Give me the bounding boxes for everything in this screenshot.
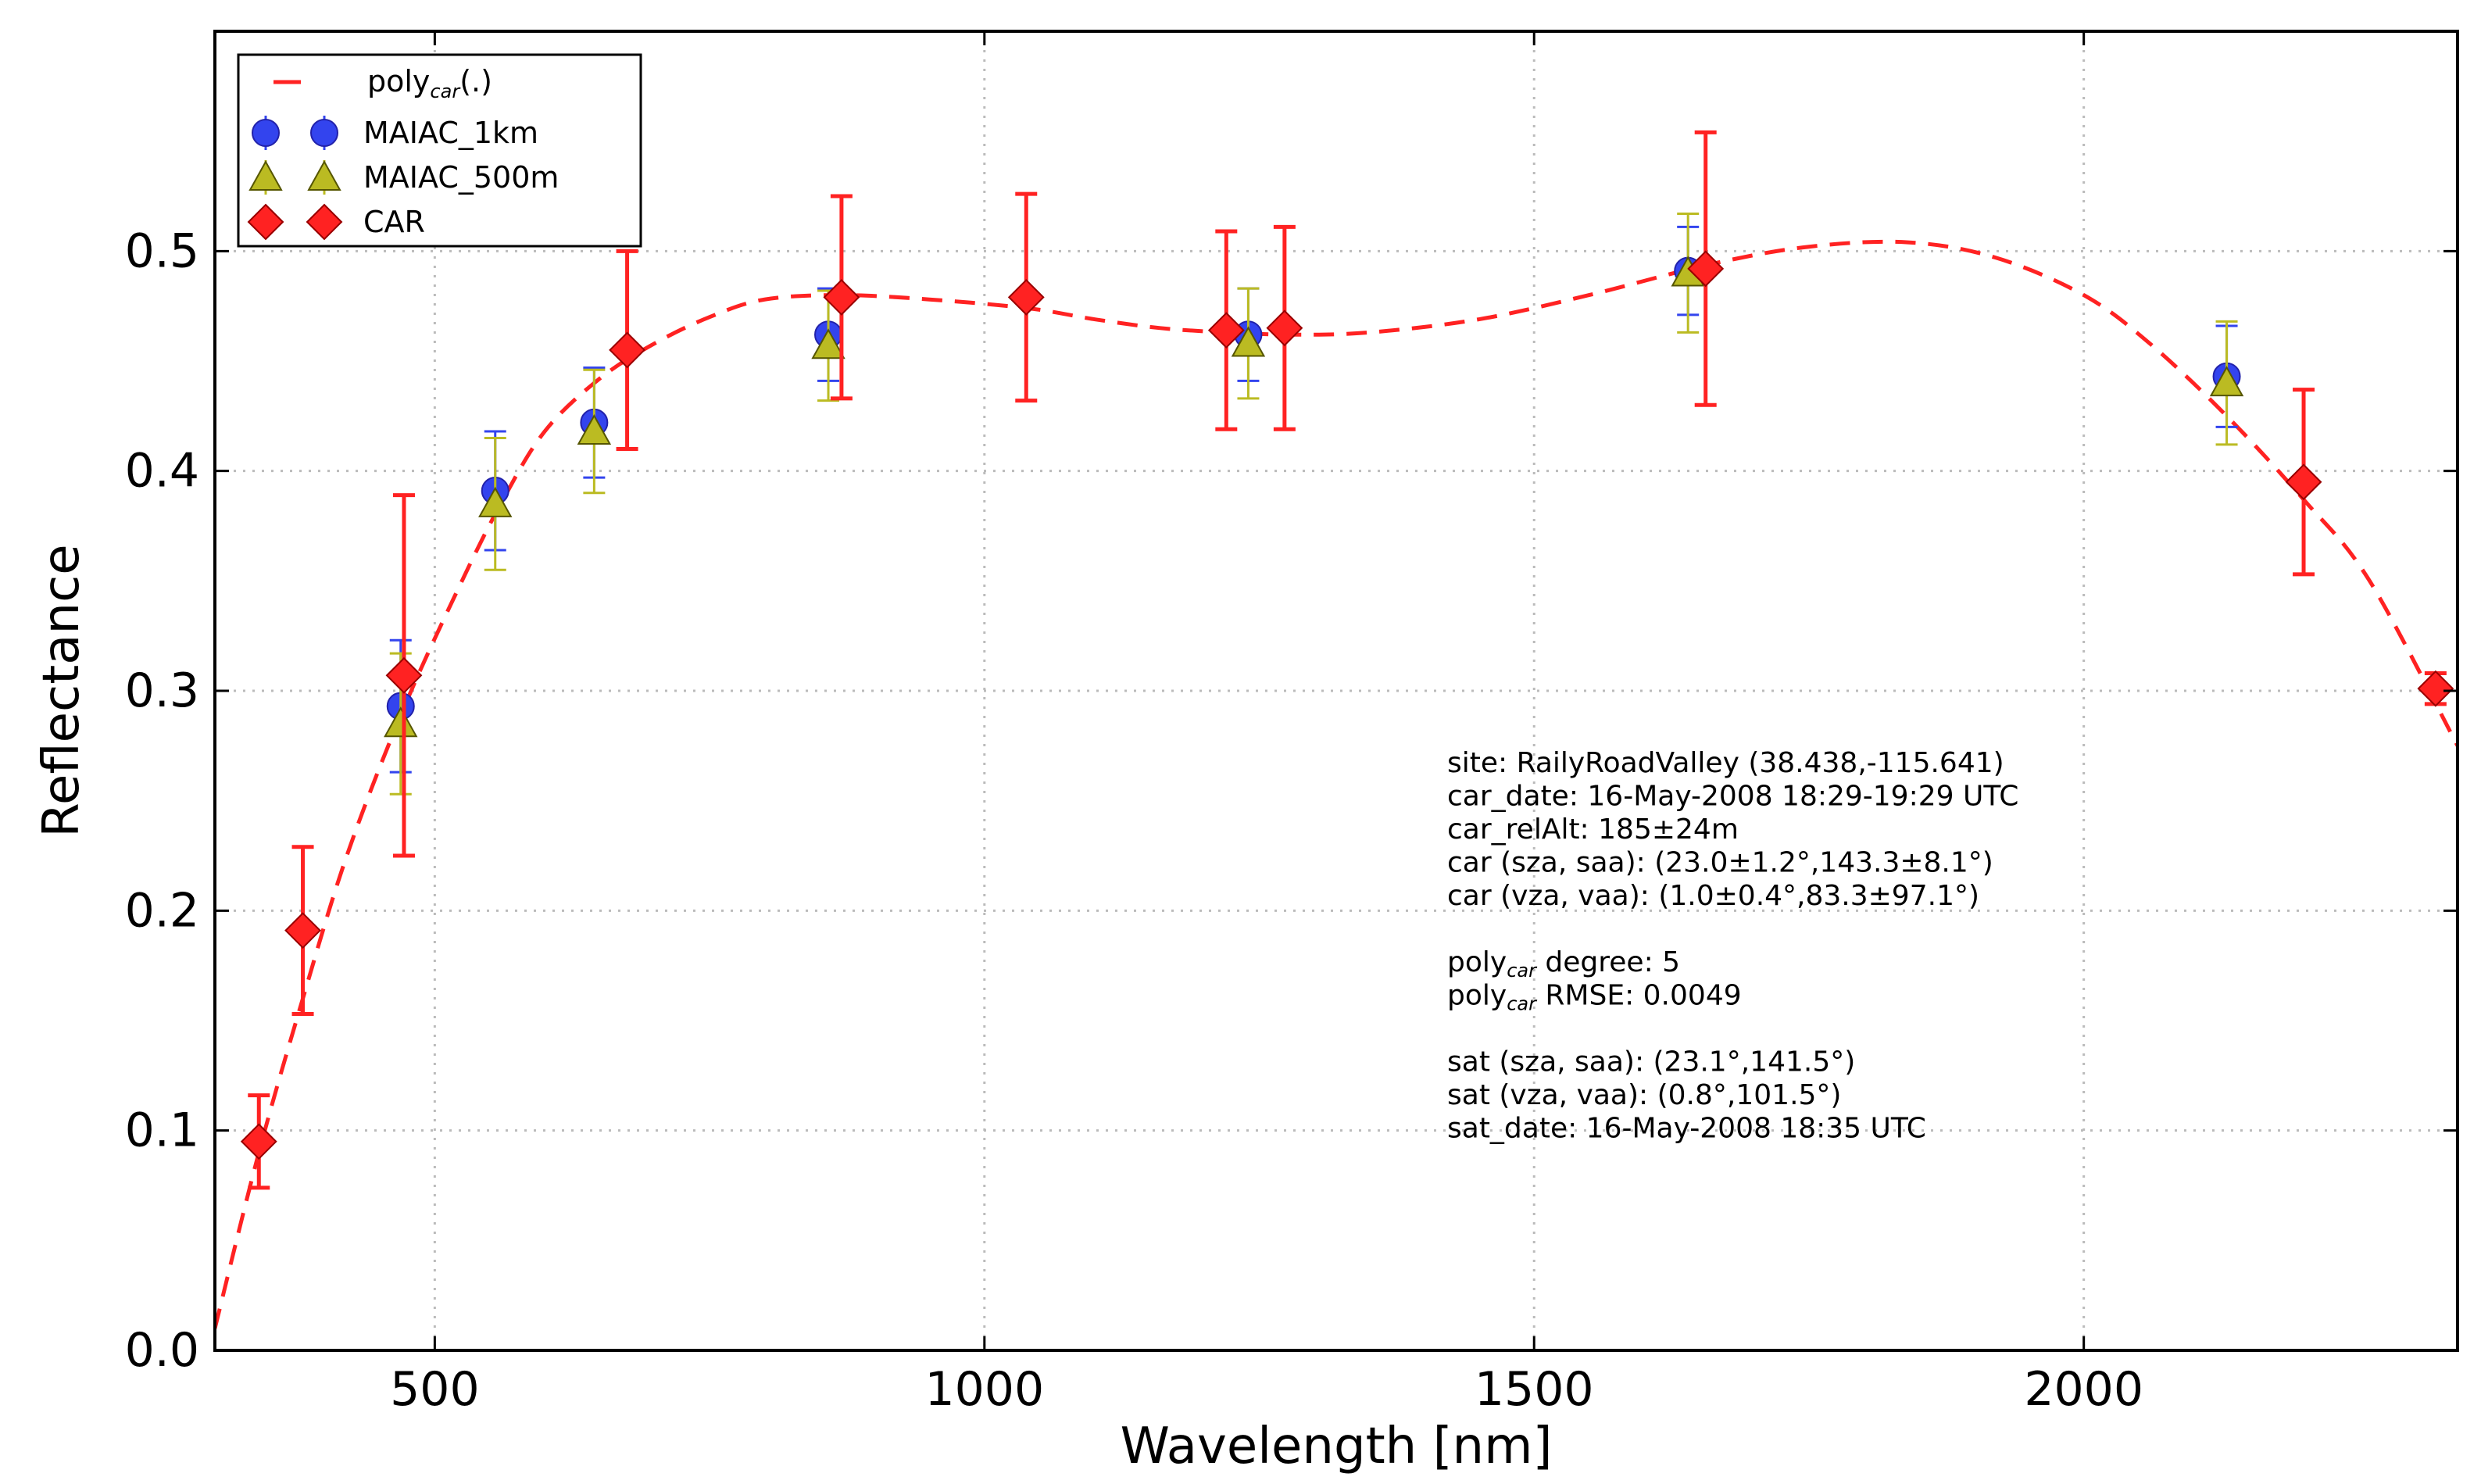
annotation-line: sat (sza, saa): (23.1°,141.5°) [1447, 1046, 1855, 1078]
annotation-line: polycar RMSE: 0.0049 [1447, 980, 1742, 1015]
car-point [1266, 224, 1303, 431]
annotation-line: car_relAlt: 185±24m [1447, 814, 1739, 846]
annotation-line: sat (vza, vaa): (0.8°,101.5°) [1447, 1079, 1841, 1111]
legend-maiac-1km-marker [252, 119, 280, 147]
axis-ticks: 500 1000 1500 2000 0.0 0.1 0.2 0.3 0.4 0.5 [125, 31, 2458, 1417]
car-marker [385, 656, 423, 694]
car-point [1007, 191, 1045, 403]
car-marker [284, 912, 321, 949]
legend-maiac-1km-marker [310, 119, 338, 147]
car-marker [1007, 278, 1045, 316]
legend-label-car: CAR [363, 205, 425, 239]
poly-car-curve [215, 239, 2458, 1329]
legend-label-maiac-1km: MAIAC_1km [363, 116, 538, 150]
poly-car-curve-group [215, 239, 2458, 1329]
data-points-group [240, 130, 2454, 1190]
car-marker [2285, 463, 2322, 501]
x-tick-label: 2000 [2024, 1362, 2143, 1417]
y-tick-label: 0.0 [125, 1323, 199, 1378]
grid [215, 31, 2458, 1350]
maiac-500m-point [478, 436, 513, 571]
maiac-500m-marker [1231, 326, 1266, 357]
car-point [823, 194, 860, 401]
maiac-500m-point [2209, 320, 2244, 446]
annotation-block: site: RailyRoadValley (38.438,-115.641)c… [1447, 747, 2018, 1145]
x-tick-label: 1000 [924, 1362, 1044, 1417]
annotation-line: polycar degree: 5 [1447, 946, 1680, 982]
car-point [609, 249, 645, 452]
maiac-500m-marker [577, 413, 612, 445]
legend-maiac-500m-marker [248, 159, 283, 191]
annotation-line: site: RailyRoadValley (38.438,-115.641) [1447, 747, 2004, 779]
legend-maiac-500m-marker [307, 159, 341, 191]
legend: polycar(.) MAIAC_1km MAIAC_500m CAR [237, 53, 642, 248]
car-point [240, 1093, 277, 1190]
maiac-500m-marker [2209, 366, 2244, 397]
annotation-line: car_date: 16-May-2008 18:29-19:29 UTC [1447, 781, 2018, 813]
maiac-500m-marker [478, 486, 513, 517]
maiac-500m-point [577, 368, 612, 495]
car-point [284, 845, 321, 1017]
car-marker [1687, 250, 1725, 288]
legend-box [237, 53, 642, 248]
legend-label-maiac-500m: MAIAC_500m [363, 160, 559, 195]
y-tick-label: 0.1 [125, 1103, 199, 1158]
car-marker [2417, 670, 2454, 707]
maiac-500m-marker [811, 328, 845, 359]
car-point [385, 493, 423, 858]
y-tick-label: 0.5 [125, 223, 199, 278]
car-point [2285, 388, 2322, 577]
car-point [1687, 130, 1725, 407]
car-point [1207, 229, 1245, 431]
car-marker [240, 1123, 277, 1160]
maiac-500m-point [1231, 287, 1266, 400]
legend-car-marker [306, 203, 343, 241]
car-point [2417, 670, 2454, 707]
car-marker [609, 331, 645, 369]
car-marker [1266, 309, 1303, 347]
x-axis-label: Wavelength [nm] [1121, 1418, 1553, 1475]
y-tick-label: 0.2 [125, 883, 199, 938]
annotation-line: sat_date: 16-May-2008 18:35 UTC [1447, 1113, 1926, 1145]
y-axis-label: Reflectance [33, 544, 91, 837]
car-marker [1207, 312, 1245, 349]
maiac-500m-marker [384, 706, 418, 738]
legend-car-marker [247, 203, 284, 241]
annotation-line: car (vza, vaa): (1.0±0.4°,83.3±97.1°) [1447, 880, 1979, 912]
y-tick-label: 0.3 [125, 663, 199, 718]
car-marker [823, 278, 860, 316]
x-tick-label: 1500 [1475, 1362, 1594, 1417]
y-tick-label: 0.4 [125, 444, 199, 499]
annotation-line: car (sza, saa): (23.0±1.2°,143.3±8.1°) [1447, 847, 1993, 879]
x-tick-label: 500 [390, 1362, 480, 1417]
legend-label-poly: polycar(.) [367, 64, 492, 102]
